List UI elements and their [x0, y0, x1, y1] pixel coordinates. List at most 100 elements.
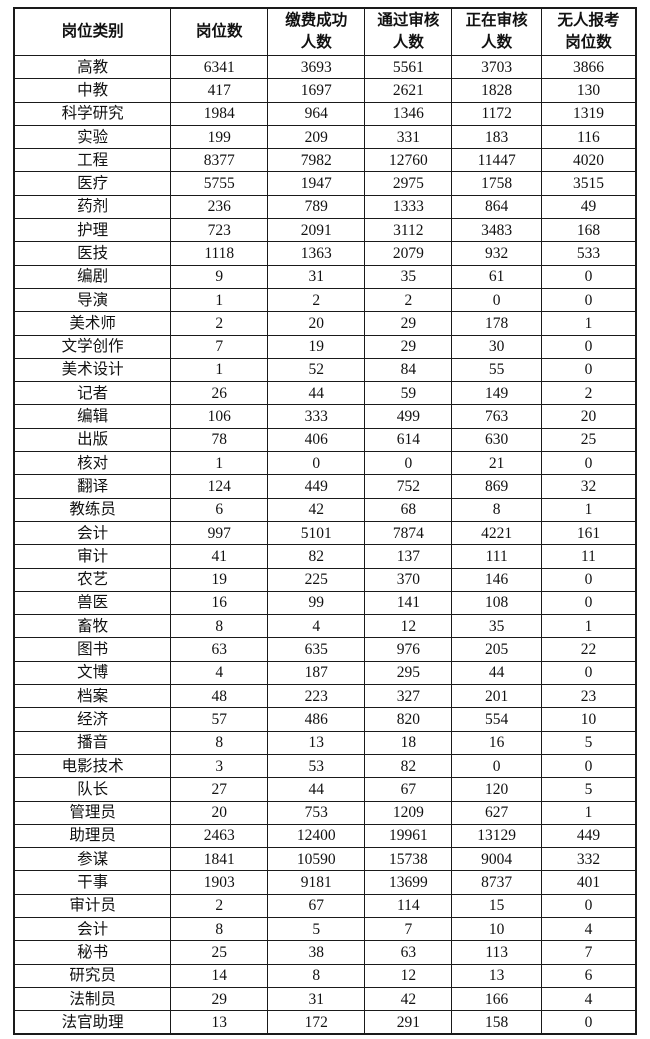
- table-row: 教练员 6 42 68 8 1: [13, 497, 637, 522]
- category-cell: 经济: [13, 707, 172, 732]
- value-cell: 38: [267, 940, 366, 965]
- value-cell: 291: [364, 1010, 453, 1035]
- value-cell: 12400: [267, 823, 366, 849]
- category-cell: 档案: [13, 684, 172, 709]
- category-cell: 文学创作: [13, 334, 172, 359]
- value-cell: 1758: [451, 171, 542, 196]
- table-row: 电影技术 3 53 82 0 0: [13, 753, 637, 779]
- table-row: 导演 1 2 2 0 0: [13, 287, 637, 313]
- value-cell: 67: [364, 777, 453, 802]
- category-cell: 科学研究: [13, 101, 172, 126]
- value-cell: 417: [170, 78, 269, 103]
- value-cell: 21: [451, 451, 542, 476]
- header-row: 岗位类别 岗位数 缴费成功 人数 通过审核 人数 正在审核 人数 无人报考 岗位…: [13, 7, 637, 56]
- value-cell: 2091: [267, 218, 366, 243]
- category-cell: 农艺: [13, 567, 172, 592]
- value-cell: 13: [170, 1010, 269, 1035]
- table-row: 研究员 14 8 12 13 6: [13, 963, 637, 988]
- value-cell: 49: [540, 194, 637, 220]
- value-cell: 172: [267, 1010, 366, 1035]
- value-cell: 932: [451, 241, 542, 266]
- value-cell: 0: [540, 264, 637, 289]
- category-cell: 高教: [13, 54, 172, 80]
- value-cell: 15738: [364, 847, 453, 872]
- value-cell: 7: [170, 334, 269, 359]
- value-cell: 19: [267, 334, 366, 359]
- table-row: 档案 48 223 327 201 23: [13, 684, 637, 709]
- value-cell: 1: [540, 800, 637, 825]
- value-cell: 31: [267, 986, 366, 1012]
- value-cell: 18: [364, 730, 453, 755]
- value-cell: 108: [451, 590, 542, 616]
- category-cell: 美术设计: [13, 357, 172, 383]
- category-cell: 研究员: [13, 963, 172, 988]
- value-cell: 84: [364, 357, 453, 383]
- value-cell: 1: [170, 287, 269, 313]
- table-row: 护理 723 2091 3112 3483 168: [13, 218, 637, 243]
- value-cell: 13: [267, 730, 366, 755]
- value-cell: 205: [451, 637, 542, 662]
- category-cell: 审计员: [13, 893, 172, 918]
- value-cell: 4221: [451, 520, 542, 546]
- value-cell: 401: [540, 870, 637, 895]
- value-cell: 1: [540, 311, 637, 336]
- value-cell: 31: [267, 264, 366, 289]
- value-cell: 3515: [540, 171, 637, 196]
- value-cell: 25: [170, 940, 269, 965]
- value-cell: 7874: [364, 520, 453, 546]
- value-cell: 2621: [364, 78, 453, 103]
- value-cell: 0: [364, 451, 453, 476]
- table-row: 审计员 2 67 114 15 0: [13, 893, 637, 918]
- table-row: 中教 417 1697 2621 1828 130: [13, 78, 637, 103]
- table-row: 医技 1118 1363 2079 932 533: [13, 241, 637, 266]
- value-cell: 2: [540, 381, 637, 406]
- value-cell: 12760: [364, 148, 453, 173]
- category-cell: 播音: [13, 730, 172, 755]
- value-cell: 2: [364, 287, 453, 313]
- value-cell: 1172: [451, 101, 542, 126]
- table-row: 科学研究 1984 964 1346 1172 1319: [13, 101, 637, 126]
- value-cell: 146: [451, 567, 542, 592]
- value-cell: 13: [451, 963, 542, 988]
- table-row: 记者 26 44 59 149 2: [13, 381, 637, 406]
- table-row: 出版 78 406 614 630 25: [13, 427, 637, 453]
- category-cell: 编辑: [13, 404, 172, 429]
- value-cell: 187: [267, 660, 366, 686]
- value-cell: 1697: [267, 78, 366, 103]
- value-cell: 8: [170, 730, 269, 755]
- category-cell: 图书: [13, 637, 172, 662]
- value-cell: 533: [540, 241, 637, 266]
- value-cell: 12: [364, 614, 453, 639]
- table-row: 审计 41 82 137 111 11: [13, 544, 637, 569]
- value-cell: 0: [540, 753, 637, 779]
- value-cell: 0: [540, 660, 637, 686]
- value-cell: 82: [364, 753, 453, 779]
- value-cell: 61: [451, 264, 542, 289]
- value-cell: 82: [267, 544, 366, 569]
- value-cell: 35: [451, 614, 542, 639]
- value-cell: 114: [364, 893, 453, 918]
- value-cell: 1209: [364, 800, 453, 825]
- value-cell: 332: [540, 847, 637, 872]
- value-cell: 20: [170, 800, 269, 825]
- value-cell: 223: [267, 684, 366, 709]
- value-cell: 0: [451, 753, 542, 779]
- category-cell: 助理员: [13, 823, 172, 849]
- header-paid-count: 缴费成功 人数: [267, 7, 366, 56]
- category-cell: 法制员: [13, 986, 172, 1012]
- header-category: 岗位类别: [13, 7, 172, 56]
- value-cell: 3: [170, 753, 269, 779]
- value-cell: 44: [267, 381, 366, 406]
- table-row: 编辑 106 333 499 763 20: [13, 404, 637, 429]
- value-cell: 964: [267, 101, 366, 126]
- value-cell: 225: [267, 567, 366, 592]
- value-cell: 10590: [267, 847, 366, 872]
- table-row: 秘书 25 38 63 113 7: [13, 940, 637, 965]
- value-cell: 9004: [451, 847, 542, 872]
- value-cell: 141: [364, 590, 453, 616]
- value-cell: 0: [540, 357, 637, 383]
- value-cell: 199: [170, 124, 269, 150]
- value-cell: 6: [170, 497, 269, 522]
- value-cell: 111: [451, 544, 542, 569]
- value-cell: 4: [267, 614, 366, 639]
